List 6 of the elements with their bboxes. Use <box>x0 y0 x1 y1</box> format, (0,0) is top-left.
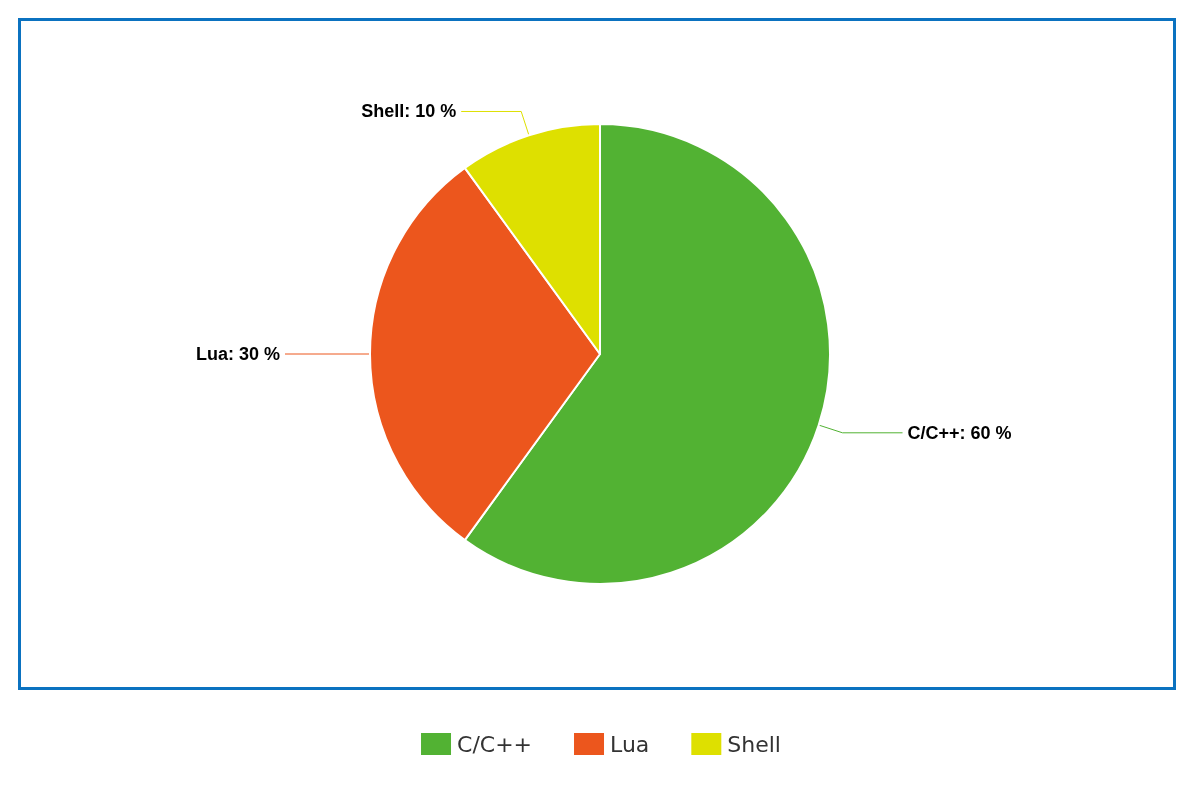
legend-label: Lua <box>610 731 650 757</box>
data-label: Lua: 30 % <box>195 344 280 364</box>
data-label: Shell: 10 % <box>361 101 457 122</box>
legend-label: Shell <box>727 731 781 757</box>
data-label: C/C++: 60 % <box>907 422 1012 443</box>
legend-label: C/C++ <box>457 731 533 757</box>
